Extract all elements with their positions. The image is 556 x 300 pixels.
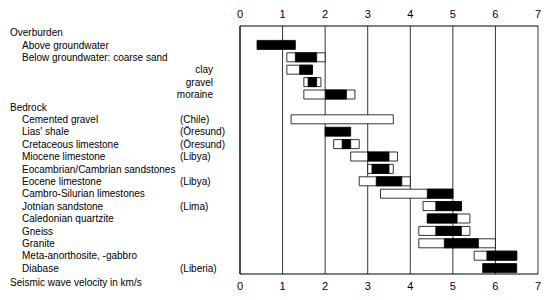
svg-text:7: 7 [535,8,541,20]
svg-text:Caledonian quartzite: Caledonian quartzite [22,213,114,224]
svg-text:Lias' shale: Lias' shale [22,126,69,137]
svg-text:4: 4 [407,8,413,20]
svg-text:Below groundwater: coarse sand: Below groundwater: coarse sand [22,52,168,63]
svg-text:6: 6 [492,8,498,20]
svg-text:(Öresund): (Öresund) [180,139,225,150]
svg-text:3: 3 [365,280,371,292]
svg-text:(Libya): (Libya) [180,176,211,187]
svg-text:6: 6 [492,280,498,292]
svg-text:Cretaceous limestone: Cretaceous limestone [22,139,119,150]
svg-text:Eocambrian/Cambrian sandstones: Eocambrian/Cambrian sandstones [22,164,175,175]
svg-text:0: 0 [237,280,243,292]
svg-text:clay: clay [195,64,213,75]
svg-text:Cambro-Silurian limestones: Cambro-Silurian limestones [22,188,145,199]
svg-text:(Lima): (Lima) [180,201,208,212]
svg-text:Granite: Granite [22,238,55,249]
svg-text:5: 5 [450,280,456,292]
svg-text:2: 2 [322,280,328,292]
svg-text:Overburden: Overburden [10,27,63,38]
svg-text:1: 1 [280,8,286,20]
svg-text:Jotnian sandstone: Jotnian sandstone [22,201,104,212]
svg-text:Cemented gravel: Cemented gravel [22,114,98,125]
svg-text:Gneiss: Gneiss [22,226,53,237]
svg-text:(Liberia): (Liberia) [180,263,217,274]
svg-text:(Libya): (Libya) [180,151,211,162]
svg-text:0: 0 [237,8,243,20]
svg-text:4: 4 [407,280,413,292]
svg-text:Seismic wave velocity in km/s: Seismic wave velocity in km/s [10,277,142,288]
svg-text:7: 7 [535,280,541,292]
svg-text:moraine: moraine [177,89,214,100]
svg-text:Above groundwater: Above groundwater [22,40,109,51]
svg-text:Meta-anorthosite, -gabbro: Meta-anorthosite, -gabbro [22,250,138,261]
svg-text:Bedrock: Bedrock [10,102,48,113]
svg-text:Miocene limestone: Miocene limestone [22,151,106,162]
svg-text:5: 5 [450,8,456,20]
svg-text:gravel: gravel [186,77,213,88]
svg-text:Eocene limestone: Eocene limestone [22,176,102,187]
svg-text:2: 2 [322,8,328,20]
svg-text:Diabase: Diabase [22,263,59,274]
svg-text:(Chile): (Chile) [180,114,209,125]
svg-text:3: 3 [365,8,371,20]
svg-text:(Öresund): (Öresund) [180,126,225,137]
svg-text:1: 1 [280,280,286,292]
